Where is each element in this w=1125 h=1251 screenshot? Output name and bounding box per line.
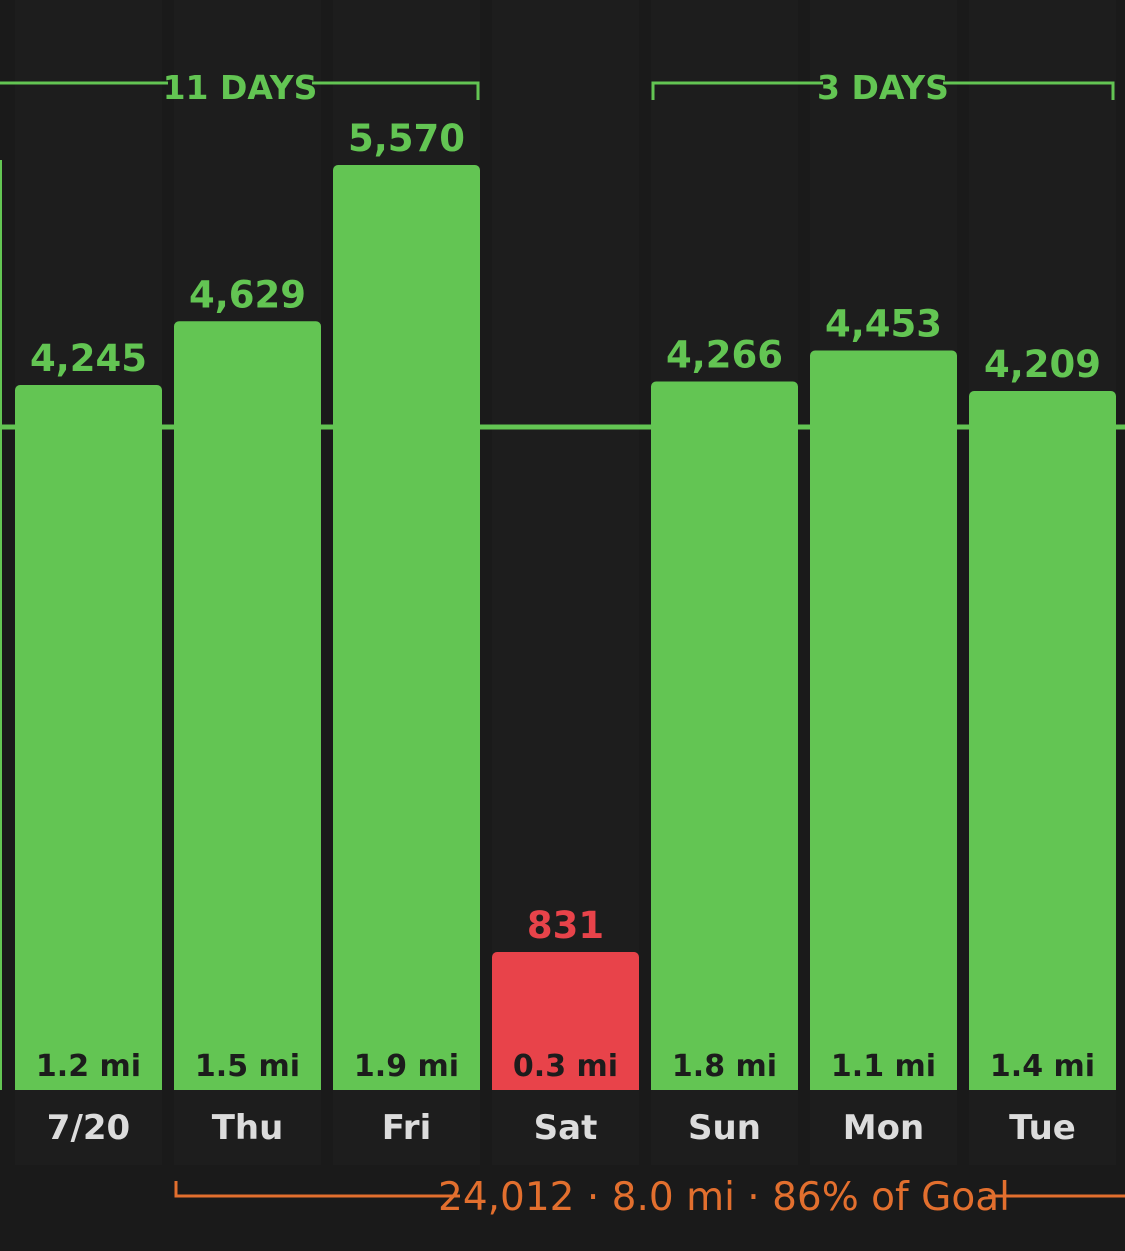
day-label-mon: Mon	[843, 1108, 924, 1148]
distance-label-mon: 1.1 mi	[831, 1049, 936, 1084]
bar-sun	[651, 381, 798, 1090]
streak-label-11-days: 11 DAYS	[163, 68, 318, 107]
day-label-tue: Tue	[1009, 1108, 1076, 1148]
distance-label-tue: 1.4 mi	[990, 1049, 1095, 1084]
value-label-mon: 4,453	[825, 302, 942, 345]
day-label-fri: Fri	[382, 1108, 431, 1148]
bar-base-tue	[969, 1082, 1116, 1090]
bar-base-mon	[810, 1082, 957, 1090]
value-label-tue: 4,209	[984, 343, 1101, 386]
value-label-sun: 4,266	[666, 334, 783, 377]
bar-base-thu	[174, 1082, 321, 1090]
distance-label-thu: 1.5 mi	[195, 1049, 300, 1084]
day-label-sun: Sun	[688, 1108, 761, 1148]
summary-bracket	[174, 1181, 1125, 1198]
bar-fri	[333, 165, 480, 1090]
bar-base-7-20	[15, 1082, 162, 1090]
streak-bracket-left	[0, 81, 480, 100]
streak-label-3-days: 3 DAYS	[817, 68, 949, 107]
value-label-sat: 831	[527, 904, 604, 947]
bar-base-fri	[333, 1082, 480, 1090]
bar-sat	[492, 951, 639, 1090]
bar-base-sun	[651, 1082, 798, 1090]
bar-thu	[174, 321, 321, 1090]
bar-partial-previous	[0, 160, 2, 1090]
distance-label-sat: 0.3 mi	[513, 1049, 618, 1084]
bar-base-sat	[492, 1082, 639, 1090]
day-label-sat: Sat	[534, 1108, 598, 1148]
streak-bracket-right	[651, 81, 1115, 100]
weekly-summary: 24,012 · 8.0 mi · 86% of Goal	[438, 1175, 1010, 1220]
bar-7-20	[15, 385, 162, 1090]
bar-tue	[969, 391, 1116, 1090]
day-label-7-20: 7/20	[47, 1108, 130, 1148]
distance-label-sun: 1.8 mi	[672, 1049, 777, 1084]
value-label-fri: 5,570	[348, 117, 465, 160]
value-label-7-20: 4,245	[30, 337, 147, 380]
bar-mon	[810, 350, 957, 1091]
day-label-thu: Thu	[212, 1108, 284, 1148]
distance-label-7-20: 1.2 mi	[36, 1049, 141, 1084]
distance-label-fri: 1.9 mi	[354, 1049, 459, 1084]
value-label-thu: 4,629	[189, 273, 306, 316]
